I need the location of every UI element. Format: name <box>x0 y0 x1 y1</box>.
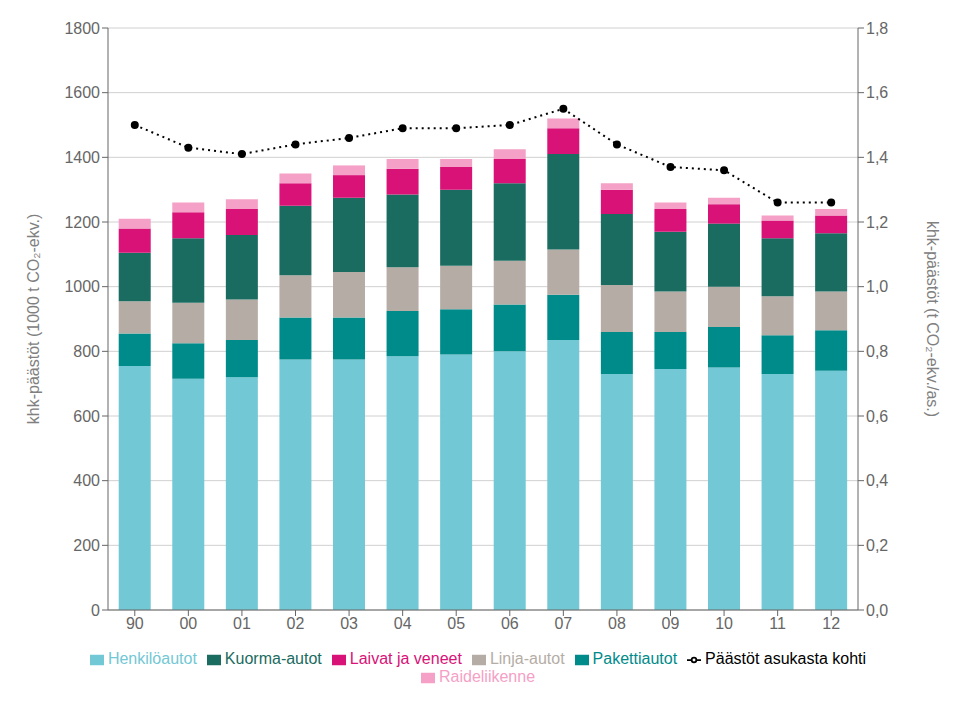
svg-text:1,2: 1,2 <box>866 214 888 231</box>
svg-text:10: 10 <box>715 615 733 632</box>
html-text:Kuorma-autot: Kuorma-autot <box>224 650 322 667</box>
svg-text:400: 400 <box>73 472 100 489</box>
html-text:Raideliikenne: Raideliikenne <box>439 668 535 685</box>
html-text:Linja-autot: Linja-autot <box>489 650 565 667</box>
svg-text:200: 200 <box>73 537 100 554</box>
svg-text:01: 01 <box>233 615 251 632</box>
html-text:Pakettiautot: Pakettiautot <box>592 650 678 667</box>
svg-text:07: 07 <box>554 615 572 632</box>
svg-text:0,6: 0,6 <box>866 408 888 425</box>
svg-text:1,0: 1,0 <box>866 278 888 295</box>
svg-text:06: 06 <box>501 615 519 632</box>
svg-text:0,2: 0,2 <box>866 537 888 554</box>
html-text:Henkilöautot: Henkilöautot <box>107 650 197 667</box>
svg-text:0,4: 0,4 <box>866 472 888 489</box>
svg-text:03: 03 <box>340 615 358 632</box>
svg-text:1800: 1800 <box>64 20 100 37</box>
svg-text:04: 04 <box>394 615 412 632</box>
html-text:Laivat ja veneet: Laivat ja veneet <box>349 650 462 667</box>
svg-text:khk-päästöt (t CO₂-ekv./as.): khk-päästöt (t CO₂-ekv./as.) <box>924 221 941 417</box>
svg-text:1,4: 1,4 <box>866 149 888 166</box>
svg-text:0: 0 <box>91 602 100 619</box>
svg-text:1000: 1000 <box>64 278 100 295</box>
svg-text:05: 05 <box>447 615 465 632</box>
svg-text:00: 00 <box>179 615 197 632</box>
svg-text:khk-päästöt (1000 t CO₂-ekv.): khk-päästöt (1000 t CO₂-ekv.) <box>25 214 42 424</box>
svg-text:1200: 1200 <box>64 214 100 231</box>
svg-text:02: 02 <box>287 615 305 632</box>
svg-text:11: 11 <box>769 615 786 632</box>
svg-text:0,0: 0,0 <box>866 602 888 619</box>
svg-text:1600: 1600 <box>64 84 100 101</box>
svg-text:1,8: 1,8 <box>866 20 888 37</box>
svg-text:800: 800 <box>73 343 100 360</box>
svg-text:600: 600 <box>73 408 100 425</box>
svg-text:09: 09 <box>662 615 680 632</box>
svg-text:1400: 1400 <box>64 149 100 166</box>
svg-text:12: 12 <box>822 615 840 632</box>
svg-text:0,8: 0,8 <box>866 343 888 360</box>
svg-text:90: 90 <box>126 615 144 632</box>
svg-text:08: 08 <box>608 615 626 632</box>
svg-text:1,6: 1,6 <box>866 84 888 101</box>
html-text:Päästöt asukasta kohti: Päästöt asukasta kohti <box>705 650 867 667</box>
